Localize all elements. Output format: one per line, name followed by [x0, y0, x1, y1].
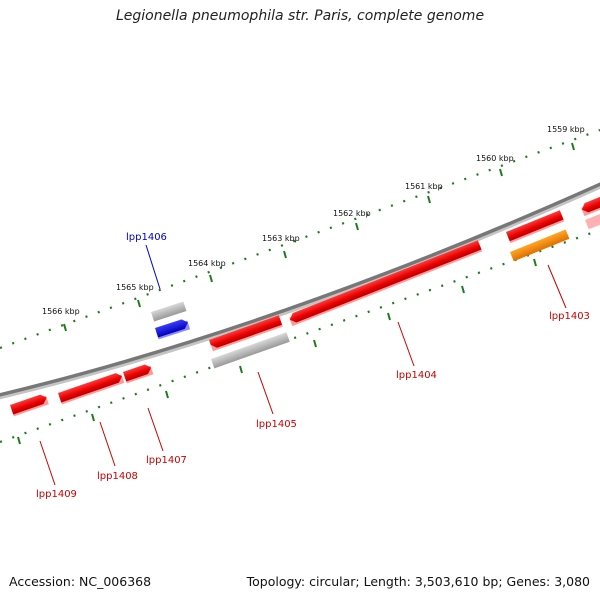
label-leaders: [39, 244, 567, 486]
major-ticks-upper: [63, 142, 575, 332]
leader-lpp1405: [257, 371, 274, 415]
gene-label-lpp1405[interactable]: lpp1405: [256, 419, 297, 430]
tick-lower-b: [461, 285, 465, 294]
tick-lower-a: [533, 258, 537, 267]
tick-1562: [355, 222, 359, 231]
gene-arrow[interactable]: [58, 372, 124, 403]
gene-label-lpp1404[interactable]: lpp1404: [396, 370, 437, 381]
accession-label: Accession: NC_006368: [9, 574, 152, 589]
scale-label: 1563 kbp: [262, 234, 300, 243]
gene-label-lpp1408[interactable]: lpp1408: [97, 471, 138, 482]
backbone-line: [0, 182, 600, 397]
scale-label: 1566 kbp: [42, 307, 80, 316]
feature-track[interactable]: [151, 229, 570, 369]
gene-arrow[interactable]: [10, 393, 48, 415]
tick-lower-d: [313, 339, 317, 348]
gene-arrow[interactable]: [209, 315, 283, 349]
gene-label-lpp1403[interactable]: lpp1403: [549, 311, 590, 322]
scale-labels: 1559 kbp 1560 kbp 1561 kbp 1562 kbp 1563…: [42, 125, 585, 316]
gene-arrow[interactable]: [506, 210, 564, 242]
feature-block[interactable]: [151, 301, 187, 322]
gene-label-lpp1407[interactable]: lpp1407: [146, 455, 187, 466]
feature-grey-lpp1405[interactable]: [211, 332, 290, 369]
gene-label-lpp1406[interactable]: lpp1406: [126, 232, 167, 243]
feature-block[interactable]: [510, 229, 570, 262]
gene-arrow[interactable]: [123, 363, 153, 382]
genome-summary: Topology: circular; Length: 3,503,610 bp…: [246, 574, 590, 589]
tick-1566: [63, 323, 67, 332]
backbone-shadow: [0, 183, 600, 400]
tick-1565: [137, 299, 141, 308]
gene-lpp1405-forward[interactable]: [209, 315, 283, 352]
leader-lpp1403: [547, 264, 567, 309]
genome-title: Legionella pneumophila str. Paris, compl…: [115, 8, 485, 24]
scale-label: 1562 kbp: [333, 209, 371, 218]
tick-1561: [427, 195, 431, 204]
tick-lower-g: [91, 413, 95, 422]
gene-arrow[interactable]: [580, 193, 600, 215]
tick-1563: [283, 250, 287, 259]
forward-genes[interactable]: [10, 193, 600, 417]
tick-1560: [499, 168, 503, 177]
leader-lpp1408: [99, 421, 116, 467]
gene-lpp1408[interactable]: [58, 372, 125, 405]
feature-grey-lpp1406[interactable]: [151, 301, 187, 322]
scale-minor-ticks-lower: [0, 228, 600, 444]
tick-1559: [571, 142, 575, 151]
gene-arrow[interactable]: [155, 318, 189, 338]
gene-lpp1403[interactable]: [506, 210, 565, 244]
feature-block[interactable]: [211, 332, 290, 369]
gene-label-lpp1409[interactable]: lpp1409: [36, 489, 77, 500]
gene-lpp1404[interactable]: [288, 240, 483, 327]
tick-lower-e: [239, 365, 243, 374]
scale-label: 1564 kbp: [188, 259, 226, 268]
gene-labels[interactable]: lpp1403 lpp1404 lpp1405 lpp1406 lpp1407 …: [36, 232, 590, 500]
scale-track-lower: [0, 228, 600, 444]
leader-lpp1404: [397, 321, 415, 367]
scale-label: 1560 kbp: [476, 154, 514, 163]
genome-backbone: [0, 182, 600, 400]
tick-lower-h: [17, 436, 21, 445]
gene-offscreen-right[interactable]: [580, 193, 600, 217]
leader-lpp1407: [147, 407, 164, 452]
gene-block[interactable]: [585, 210, 600, 230]
scale-label: 1561 kbp: [405, 182, 443, 191]
major-ticks-lower: [17, 258, 537, 445]
feature-orange-lpp1403[interactable]: [510, 229, 570, 262]
tick-1564: [209, 274, 213, 283]
gene-offscreen-right-lower[interactable]: [585, 210, 600, 230]
gene-lpp1409[interactable]: [10, 393, 49, 417]
feature-blue-lpp1406[interactable]: [155, 318, 191, 340]
leader-lpp1406: [145, 244, 161, 290]
tick-lower-f: [165, 390, 169, 399]
scale-label: 1559 kbp: [547, 125, 585, 134]
tick-lower-c: [387, 312, 391, 321]
gene-arrow[interactable]: [288, 240, 482, 324]
gene-lpp1407[interactable]: [123, 363, 154, 384]
scale-label: 1565 kbp: [116, 283, 154, 292]
leader-lpp1409: [39, 440, 56, 486]
